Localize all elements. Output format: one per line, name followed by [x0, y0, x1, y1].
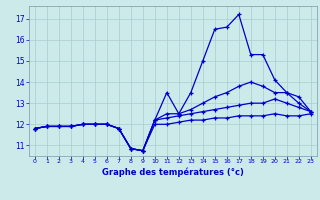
X-axis label: Graphe des températures (°c): Graphe des températures (°c): [102, 167, 244, 177]
